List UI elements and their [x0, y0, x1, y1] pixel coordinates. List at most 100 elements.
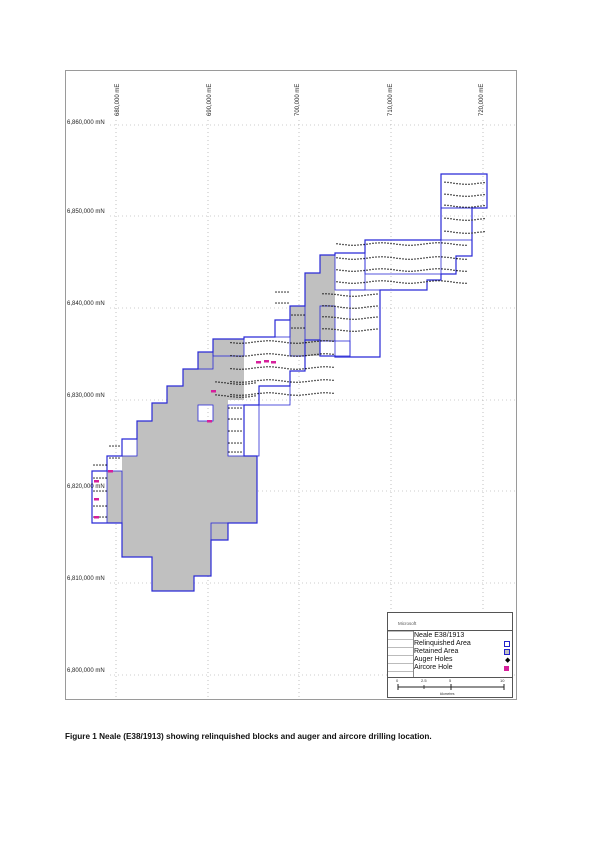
auger-hole	[296, 342, 298, 344]
auger-hole	[224, 395, 226, 397]
auger-hole	[275, 379, 277, 381]
auger-hole	[390, 256, 392, 259]
auger-hole	[329, 366, 331, 368]
auger-hole	[450, 194, 452, 196]
auger-hole	[236, 342, 238, 344]
auger-hole	[366, 257, 368, 259]
legend-auger-label: Auger Holes	[414, 656, 453, 663]
auger-hole	[462, 183, 464, 185]
auger-hole	[387, 242, 389, 244]
auger-hole	[462, 219, 464, 221]
tenement-block	[440, 173, 488, 209]
auger-hole	[221, 381, 223, 384]
auger-hole	[266, 340, 268, 342]
legend-info-row	[388, 631, 413, 639]
auger-hole	[293, 381, 295, 383]
auger-hole	[240, 407, 242, 409]
auger-hole	[373, 328, 375, 330]
auger-hole	[429, 242, 431, 245]
auger-hole	[465, 183, 467, 185]
auger-hole	[354, 258, 356, 260]
auger-hole	[462, 244, 464, 246]
auger-hole	[370, 316, 372, 319]
auger-hole	[429, 256, 431, 259]
auger-hole	[233, 342, 235, 344]
auger-hole	[293, 342, 295, 344]
auger-hole	[275, 353, 277, 355]
auger-hole	[266, 392, 268, 394]
auger-hole	[363, 257, 365, 260]
auger-hole	[381, 256, 383, 258]
auger-hole	[366, 281, 368, 283]
auger-hole	[375, 280, 377, 282]
figure-caption: Figure 1 Neale (E38/1913) showing relinq…	[65, 732, 432, 741]
auger-hole	[417, 270, 419, 272]
auger-hole	[366, 243, 368, 245]
auger-hole	[281, 380, 283, 382]
auger-hole	[438, 268, 440, 270]
auger-hole	[465, 282, 467, 284]
auger-hole	[414, 244, 416, 246]
auger-hole	[381, 280, 383, 282]
auger-hole	[378, 268, 380, 270]
auger-hole	[242, 383, 244, 385]
aircore-hole	[264, 360, 269, 363]
auger-hole	[294, 314, 296, 316]
auger-hole	[420, 243, 422, 246]
auger-hole	[399, 243, 401, 246]
auger-hole	[373, 316, 375, 318]
auger-hole	[109, 457, 111, 459]
scale-bar	[397, 684, 505, 690]
tenement-block	[197, 351, 214, 370]
auger-hole	[471, 195, 473, 197]
auger-hole	[480, 205, 482, 207]
auger-hole	[236, 368, 238, 370]
auger-hole	[414, 282, 416, 284]
auger-hole	[471, 232, 473, 234]
auger-hole	[364, 329, 366, 332]
auger-hole	[435, 268, 437, 270]
auger-hole	[293, 355, 295, 357]
auger-hole	[334, 305, 336, 308]
auger-hole	[272, 392, 274, 394]
auger-hole	[231, 418, 233, 420]
auger-hole	[372, 242, 374, 245]
auger-hole	[311, 341, 313, 343]
auger-hole	[340, 317, 342, 319]
auger-hole	[357, 258, 359, 260]
auger-hole	[230, 341, 232, 344]
auger-hole	[342, 257, 344, 260]
auger-hole	[251, 341, 253, 344]
auger-hole	[263, 392, 265, 394]
auger-hole	[275, 291, 277, 293]
auger-hole	[272, 353, 274, 355]
auger-hole	[375, 268, 377, 270]
auger-hole	[308, 393, 310, 396]
auger-hole	[363, 281, 365, 284]
aircore-hole	[94, 480, 99, 483]
auger-hole	[349, 318, 351, 320]
auger-hole	[441, 242, 443, 244]
auger-hole	[376, 293, 378, 295]
retained-area	[107, 255, 335, 591]
auger-hole	[260, 392, 262, 394]
aircore-holes	[94, 360, 276, 519]
auger-hole	[336, 268, 338, 271]
auger-hole	[393, 281, 395, 283]
auger-hole	[237, 442, 239, 444]
auger-hole	[228, 407, 230, 409]
auger-hole	[459, 232, 461, 234]
legend-company: Microsoft	[398, 621, 417, 626]
auger-hole	[474, 182, 476, 185]
auger-hole	[221, 394, 223, 397]
auger-hole	[459, 219, 461, 221]
auger-hole	[326, 340, 328, 342]
auger-hole	[236, 381, 238, 383]
auger-hole	[373, 293, 375, 295]
legend-divider	[388, 677, 512, 678]
auger-hole	[242, 342, 244, 344]
auger-hole	[329, 392, 331, 394]
auger-hole	[414, 270, 416, 272]
auger-hole	[234, 407, 236, 409]
